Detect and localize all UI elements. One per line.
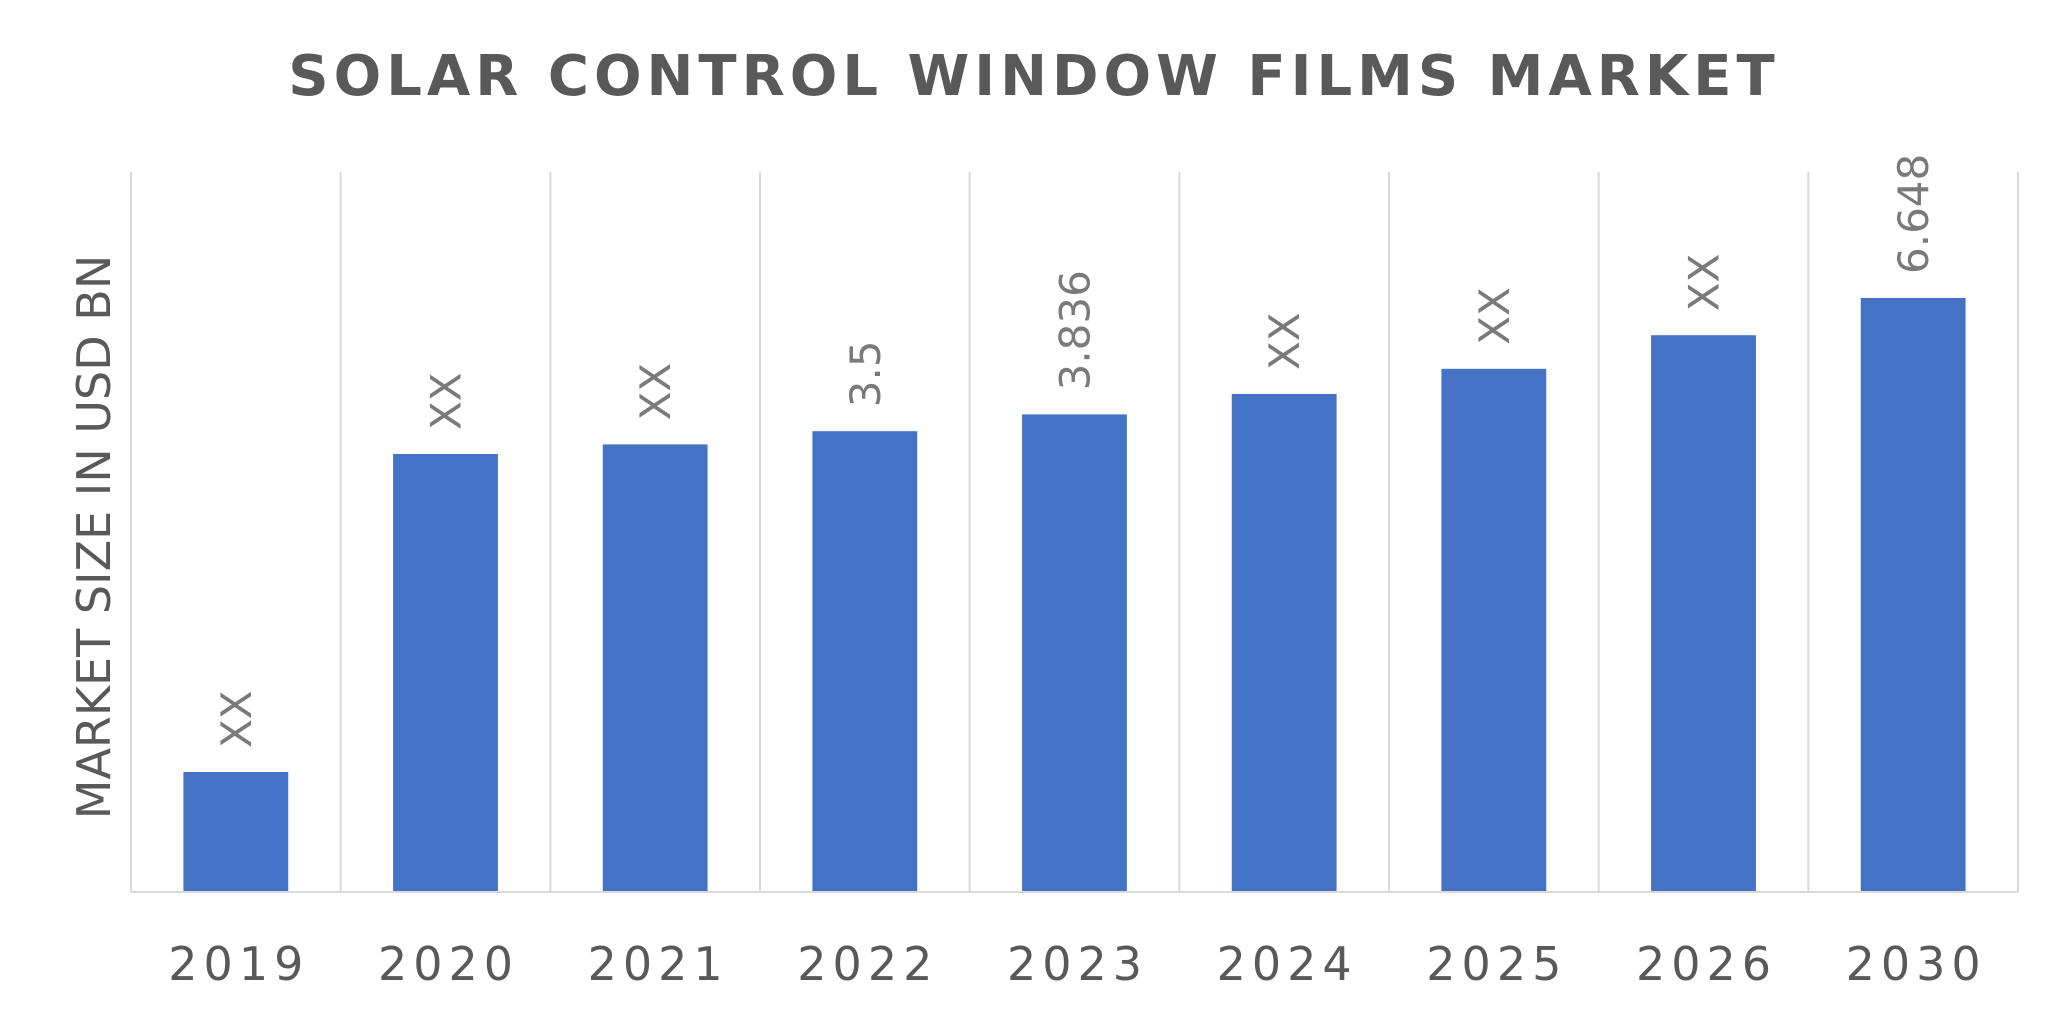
x-tick-labels: 2019 2020 2021 2022 2023 2024 2025 2026 2030 [168, 937, 1987, 991]
bar-2023 [1022, 414, 1127, 892]
gridlines [130, 172, 2019, 892]
x-tick-2022: 2022 [797, 937, 938, 991]
bar-2021 [602, 444, 708, 892]
x-tick-2019: 2019 [168, 937, 309, 991]
x-tick-2021: 2021 [588, 937, 729, 991]
data-label-2026: XX [1680, 254, 1729, 312]
bar-2026 [1651, 335, 1756, 892]
data-label-2023: 3.836 [1051, 270, 1100, 390]
bars [183, 298, 1966, 892]
bar-2019 [183, 772, 289, 892]
x-tick-2026: 2026 [1636, 937, 1777, 991]
bar-2022 [812, 431, 918, 892]
data-label-2020: XX [422, 372, 471, 430]
data-label-2021: XX [631, 363, 680, 421]
data-labels: XX XX XX 3.5 3.836 XX XX XX 6.648 [212, 154, 1938, 748]
data-label-2030: 6.648 [1889, 154, 1938, 274]
bar-2030 [1860, 298, 1966, 892]
bar-2024 [1231, 394, 1337, 892]
x-tick-2025: 2025 [1426, 937, 1567, 991]
bar-2020 [393, 454, 498, 892]
data-label-2022: 3.5 [841, 340, 890, 407]
data-label-2019: XX [212, 690, 261, 748]
x-tick-2023: 2023 [1007, 937, 1148, 991]
x-tick-2020: 2020 [378, 937, 519, 991]
x-tick-2024: 2024 [1217, 937, 1358, 991]
chart-title: SOLAR CONTROL WINDOW FILMS MARKET [288, 44, 1779, 109]
data-label-2024: XX [1260, 312, 1309, 370]
bar-2025 [1441, 368, 1547, 892]
data-label-2025: XX [1470, 287, 1519, 345]
y-axis-label: MARKET SIZE IN USD BN [67, 255, 121, 820]
x-tick-2030: 2030 [1846, 937, 1987, 991]
